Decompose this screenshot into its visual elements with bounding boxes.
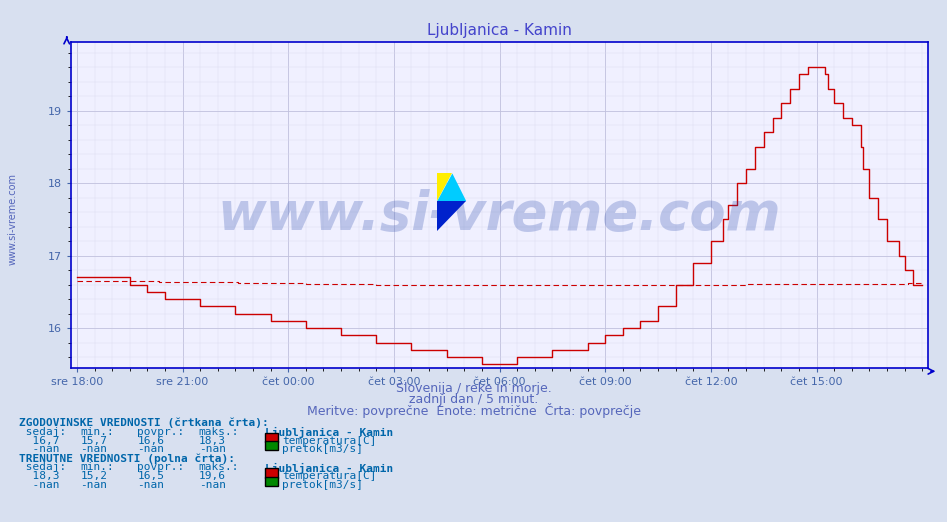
Text: -nan: -nan (80, 444, 108, 454)
Text: min.:: min.: (80, 427, 115, 437)
Text: www.si-vreme.com: www.si-vreme.com (8, 173, 17, 265)
Polygon shape (438, 201, 466, 231)
Text: -nan: -nan (19, 444, 60, 454)
Text: temperatura[C]: temperatura[C] (282, 471, 377, 481)
Text: 16,6: 16,6 (137, 436, 165, 446)
Text: TRENUTNE VREDNOSTI (polna črta):: TRENUTNE VREDNOSTI (polna črta): (19, 453, 235, 464)
Text: 15,2: 15,2 (80, 471, 108, 481)
Text: temperatura[C]: temperatura[C] (282, 436, 377, 446)
Text: -nan: -nan (137, 444, 165, 454)
Text: pretok[m3/s]: pretok[m3/s] (282, 444, 364, 454)
Text: -nan: -nan (19, 480, 60, 490)
Title: Ljubljanica - Kamin: Ljubljanica - Kamin (427, 23, 572, 38)
Text: 18,3: 18,3 (19, 471, 60, 481)
Text: 18,3: 18,3 (199, 436, 226, 446)
Text: 16,5: 16,5 (137, 471, 165, 481)
Text: sedaj:: sedaj: (19, 462, 66, 472)
Text: zadnji dan / 5 minut.: zadnji dan / 5 minut. (409, 393, 538, 406)
Text: -nan: -nan (199, 444, 226, 454)
Polygon shape (438, 173, 453, 201)
Text: povpr.:: povpr.: (137, 462, 185, 472)
Text: povpr.:: povpr.: (137, 427, 185, 437)
Text: -nan: -nan (80, 480, 108, 490)
Text: 19,6: 19,6 (199, 471, 226, 481)
Text: maks.:: maks.: (199, 427, 240, 437)
Text: pretok[m3/s]: pretok[m3/s] (282, 480, 364, 490)
Text: Slovenija / reke in morje.: Slovenija / reke in morje. (396, 382, 551, 395)
Text: sedaj:: sedaj: (19, 427, 66, 437)
Text: Meritve: povprečne  Enote: metrične  Črta: povprečje: Meritve: povprečne Enote: metrične Črta:… (307, 403, 640, 418)
Text: -nan: -nan (137, 480, 165, 490)
Text: www.si-vreme.com: www.si-vreme.com (218, 188, 781, 241)
Text: Ljubljanica - Kamin: Ljubljanica - Kamin (265, 427, 393, 438)
Text: maks.:: maks.: (199, 462, 240, 472)
Polygon shape (438, 173, 466, 201)
Text: 15,7: 15,7 (80, 436, 108, 446)
Text: Ljubljanica - Kamin: Ljubljanica - Kamin (265, 462, 393, 473)
Text: ZGODOVINSKE VREDNOSTI (črtkana črta):: ZGODOVINSKE VREDNOSTI (črtkana črta): (19, 418, 269, 428)
Text: -nan: -nan (199, 480, 226, 490)
Text: 16,7: 16,7 (19, 436, 60, 446)
Text: min.:: min.: (80, 462, 115, 472)
